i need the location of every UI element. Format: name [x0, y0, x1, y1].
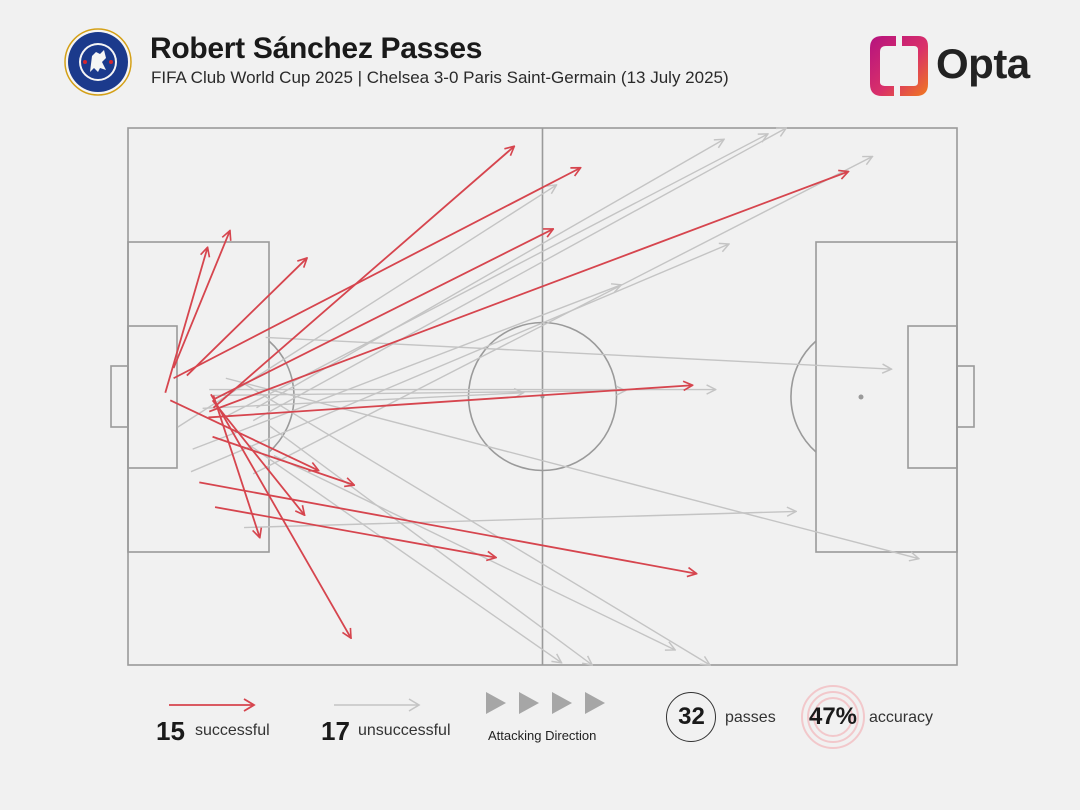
successful-pass-arrow	[214, 229, 553, 400]
unsuccessful-pass-arrow	[252, 128, 786, 422]
successful-pass-arrow	[164, 247, 207, 393]
successful-passes	[164, 146, 848, 638]
unsuccessful-pass-arrow	[244, 511, 796, 529]
chelsea-crest-icon	[64, 28, 132, 96]
unsuccessful-legend-arrow	[334, 698, 421, 712]
unsuccessful-pass-arrow	[192, 285, 622, 450]
successful-pass-arrow	[212, 435, 355, 485]
unsuccessful-label: unsuccessful	[358, 722, 451, 739]
unsuccessful-pass-arrow	[177, 185, 557, 428]
successful-pass-arrow	[172, 231, 230, 369]
unsuccessful-pass-arrow	[190, 244, 729, 473]
unsuccessful-pass-arrow	[256, 139, 724, 409]
unsuccessful-passes	[177, 128, 919, 665]
unsuccessful-pass-arrow	[244, 383, 710, 665]
successful-pass-arrow	[211, 399, 305, 515]
page-title: Robert Sánchez Passes	[150, 32, 483, 65]
opta-logo-icon	[870, 36, 928, 96]
successful-pass-arrow	[169, 399, 318, 470]
six-yard-box-left	[127, 325, 178, 469]
attacking-direction-icon	[486, 692, 605, 714]
successful-pass-arrow	[212, 146, 514, 409]
unsuccessful-count: 17	[321, 716, 350, 746]
successful-pass-arrow	[212, 395, 259, 537]
unsuccessful-pass-arrow	[249, 444, 562, 662]
successful-pass-arrow	[199, 481, 696, 573]
unsuccessful-pass-arrow	[265, 336, 892, 369]
goal-right	[956, 365, 975, 428]
successful-pass-arrow	[173, 168, 581, 380]
successful-label: successful	[195, 722, 270, 739]
unsuccessful-pass-arrow	[225, 377, 919, 558]
passes-count: 32	[678, 703, 705, 730]
unsuccessful-pass-arrow	[227, 134, 768, 416]
passes-label: passes	[725, 709, 776, 726]
successful-pass-arrow	[208, 171, 848, 413]
successful-pass-arrow	[210, 393, 351, 638]
unsuccessful-pass-arrow	[252, 156, 872, 475]
successful-legend-arrow	[169, 698, 256, 712]
penalty-spot-right	[858, 394, 864, 400]
accuracy-label: accuracy	[869, 709, 934, 726]
six-yard-box-right	[907, 325, 958, 469]
successful-count: 15	[156, 716, 185, 746]
successful-pass-arrow	[208, 385, 692, 419]
page-subtitle: FIFA Club World Cup 2025 | Chelsea 3-0 P…	[151, 68, 729, 87]
header: Robert Sánchez Passes FIFA Club World Cu…	[0, 0, 1080, 110]
unsuccessful-pass-arrow	[273, 454, 675, 650]
goal-left	[110, 365, 129, 428]
penalty-arc-right	[790, 340, 817, 453]
successful-pass-arrow	[214, 506, 496, 557]
accuracy-value: 47%	[808, 703, 858, 730]
penalty-area-right	[815, 241, 958, 553]
passes-circle	[666, 692, 716, 742]
attacking-direction-label: Attacking Direction	[488, 728, 597, 743]
brand-name: Opta	[936, 40, 1030, 87]
successful-pass-arrow	[186, 258, 307, 377]
accuracy-ring-icon	[801, 685, 865, 749]
legend: 15 successful 17 unsuccessful Attacking …	[0, 680, 1080, 790]
unsuccessful-pass-arrow	[202, 393, 524, 410]
